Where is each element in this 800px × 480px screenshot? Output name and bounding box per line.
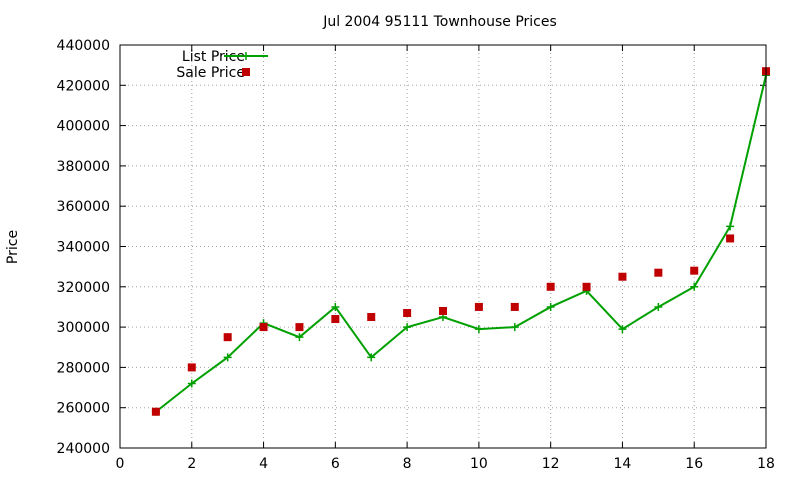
- legend-label-list-price: List Price: [182, 49, 245, 65]
- axes: 0 2 4 6 8 10 12 14 16 18 240000 260000 280000 300000 3…: [57, 38, 775, 472]
- y-tick-label: 260000: [57, 401, 110, 417]
- y-tick-label: 240000: [57, 441, 110, 457]
- list-price-point: [654, 302, 663, 311]
- sale-price-point: [582, 282, 591, 291]
- x-tick-label: 8: [403, 456, 412, 472]
- sale-price-point: [439, 306, 447, 315]
- y-tick-label: 340000: [57, 240, 110, 256]
- series: [151, 67, 770, 416]
- list-price-point: [474, 325, 483, 334]
- sale-price-point: [618, 272, 627, 281]
- list-price-point: [223, 353, 232, 362]
- list-price-point: [187, 379, 196, 388]
- x-tick-label: 18: [757, 456, 775, 472]
- list-price-point: [295, 333, 304, 342]
- legend-marker-list-price: [242, 52, 250, 60]
- sale-price-point: [510, 302, 519, 311]
- list-price-point: [367, 353, 376, 362]
- x-tick-label: 0: [116, 456, 125, 472]
- x-tick-label: 6: [331, 456, 340, 472]
- x-tick-label: 14: [614, 456, 632, 472]
- y-tick-label: 360000: [57, 199, 110, 215]
- y-tick-label: 280000: [57, 360, 110, 376]
- y-axis-label: Price: [5, 230, 21, 264]
- list-price-point: [726, 222, 735, 231]
- list-price-point: [618, 325, 627, 334]
- x-tick-label: 10: [470, 456, 488, 472]
- y-tick-label: 400000: [57, 119, 110, 135]
- sale-price-point: [654, 268, 663, 277]
- grid: [120, 45, 766, 448]
- sale-price-point: [546, 282, 555, 291]
- list-price-point: [403, 323, 412, 332]
- x-tick-label: 2: [187, 456, 196, 472]
- y-tick-label: 440000: [57, 38, 110, 54]
- y-tick-label: 380000: [57, 159, 110, 175]
- legend-label-sale-price: Sale Price: [176, 65, 245, 81]
- x-tick-label: 16: [685, 456, 703, 472]
- legend-marker-sale-price: [242, 68, 250, 76]
- sale-price-point: [187, 363, 196, 372]
- list-price-point: [546, 302, 555, 311]
- sale-price-point: [259, 323, 268, 332]
- sale-price-point: [151, 407, 160, 416]
- sale-price-point: [367, 313, 376, 322]
- list-price-point: [510, 323, 519, 332]
- sale-price-point: [331, 315, 340, 324]
- y-tick-label: 320000: [57, 280, 110, 296]
- sale-price-point: [295, 323, 304, 332]
- list-price-point: [690, 282, 699, 291]
- sale-price-point: [474, 302, 483, 311]
- y-tick-label: 300000: [57, 320, 110, 336]
- sale-price-point: [726, 234, 735, 243]
- chart-title: Jul 2004 95111 Townhouse Prices: [322, 14, 557, 30]
- list-price-line: [155, 74, 767, 413]
- list-price-point: [331, 302, 340, 311]
- x-tick-label: 12: [542, 456, 560, 472]
- sale-price-point: [403, 308, 412, 317]
- x-tick-label: 4: [259, 456, 268, 472]
- y-tick-label: 420000: [57, 78, 110, 94]
- sale-price-point: [690, 266, 699, 275]
- sale-price-point: [223, 333, 232, 342]
- plot-frame: [119, 44, 767, 449]
